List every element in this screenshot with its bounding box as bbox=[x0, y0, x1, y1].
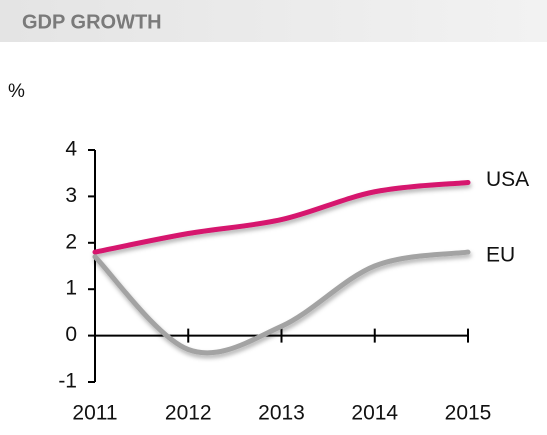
y-tick-label: 3 bbox=[65, 184, 77, 207]
x-tick-label: 2015 bbox=[445, 402, 492, 425]
x-tick-label: 2013 bbox=[258, 402, 305, 425]
x-tick-label: 2014 bbox=[351, 402, 398, 425]
line bbox=[92, 179, 471, 255]
y-axis-label: % bbox=[8, 81, 25, 102]
y-tick-label: 1 bbox=[65, 277, 77, 300]
chart-title: GDP GROWTH bbox=[22, 11, 162, 33]
x-tick-label: 2011 bbox=[72, 402, 117, 425]
header-bar bbox=[0, 0, 547, 42]
y-tick-label: 2 bbox=[65, 230, 77, 253]
line bbox=[92, 249, 471, 356]
series-label: USA bbox=[486, 168, 529, 191]
y-tick-label: -1 bbox=[58, 370, 77, 393]
series-label: EU bbox=[486, 244, 515, 267]
y-tick-label: 0 bbox=[65, 323, 77, 346]
y-tick-label: 4 bbox=[65, 138, 77, 161]
x-tick-label: 2012 bbox=[165, 402, 212, 425]
